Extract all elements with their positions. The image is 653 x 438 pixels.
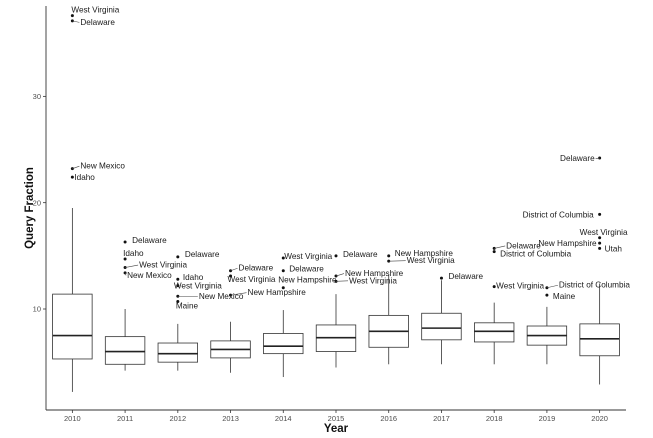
box bbox=[263, 333, 304, 355]
y-tick-label: 20 bbox=[33, 198, 41, 207]
outlier-leader-line bbox=[72, 165, 80, 169]
x-tick-label: 2019 bbox=[539, 414, 556, 423]
outlier-label: Delaware bbox=[506, 241, 541, 250]
x-tick-label: 2017 bbox=[433, 414, 450, 423]
outlier-label: New Hampshire bbox=[278, 276, 337, 285]
boxes bbox=[52, 208, 620, 392]
x-tick-label: 2014 bbox=[275, 414, 292, 423]
outlier-label: Utah bbox=[605, 244, 623, 253]
outlier-point bbox=[123, 240, 127, 244]
outlier-leader-line bbox=[595, 157, 600, 159]
box bbox=[157, 342, 198, 363]
outlier-point bbox=[492, 250, 496, 254]
outlier-label: Delaware bbox=[132, 236, 167, 245]
outlier-point bbox=[176, 284, 180, 288]
outlier-label: West Virginia bbox=[407, 256, 455, 265]
axes: 10 20 30 2010 2011 2012 2013 2014 2015 2016 2017 20… bbox=[33, 6, 626, 423]
outlier-leader-line bbox=[335, 273, 345, 277]
outlier-leader-line bbox=[230, 267, 238, 272]
outlier-label: West Virginia bbox=[71, 6, 119, 15]
outlier-label: New Hampshire bbox=[248, 288, 307, 297]
outlier-label: West Virginia bbox=[349, 276, 397, 285]
outlier-point bbox=[439, 276, 443, 280]
y-tick-label: 10 bbox=[33, 305, 41, 314]
outlier-label: Delaware bbox=[289, 265, 324, 274]
outlier-point bbox=[176, 255, 180, 259]
outlier-label: Delaware bbox=[560, 154, 595, 163]
outlier-label: Maine bbox=[176, 302, 199, 311]
outlier-label: New Mexico bbox=[127, 271, 172, 280]
outlier-label: Maine bbox=[553, 292, 576, 301]
outlier-label: Delaware bbox=[239, 264, 274, 273]
box bbox=[474, 322, 515, 343]
outlier-point bbox=[123, 257, 127, 261]
x-tick-label: 2010 bbox=[64, 414, 81, 423]
box bbox=[579, 323, 620, 357]
x-tick-label: 2018 bbox=[486, 414, 503, 423]
outlier-label: New Hampshire bbox=[395, 249, 454, 258]
outlier-point bbox=[387, 254, 391, 258]
outlier-leader-line bbox=[177, 295, 198, 298]
outlier-labels: West Virginia Delaware New Mexico Idaho Dela… bbox=[71, 6, 630, 311]
outlier-leader-line bbox=[388, 260, 406, 262]
outliers bbox=[70, 14, 602, 304]
outlier-point bbox=[598, 212, 602, 216]
outlier-point bbox=[176, 277, 180, 281]
outlier-label: Idaho bbox=[74, 173, 95, 182]
outlier-point bbox=[598, 241, 602, 245]
outlier-leader-line bbox=[494, 245, 506, 249]
outlier-leader-line bbox=[335, 280, 349, 282]
outlier-point bbox=[176, 300, 180, 304]
outlier-leader-line bbox=[124, 272, 127, 276]
x-tick-label: 2016 bbox=[380, 414, 397, 423]
x-tick-label: 2020 bbox=[591, 414, 608, 423]
x-tick-label: 2013 bbox=[222, 414, 239, 423]
outlier-point bbox=[281, 269, 285, 273]
outlier-point bbox=[229, 274, 233, 278]
outlier-label: District of Columbia bbox=[523, 210, 594, 219]
outlier-label: Idaho bbox=[183, 273, 204, 282]
x-axis-title: Year bbox=[324, 423, 349, 435]
outlier-point bbox=[70, 14, 74, 18]
outlier-label: West Virginia bbox=[174, 282, 222, 291]
box bbox=[421, 312, 462, 341]
y-tick-label: 30 bbox=[33, 92, 41, 101]
outlier-label: West Virginia bbox=[284, 252, 332, 261]
outlier-label: Delaware bbox=[448, 272, 483, 281]
outlier-label: New Hampshire bbox=[538, 239, 597, 248]
outlier-leader-line bbox=[546, 284, 558, 289]
outlier-point bbox=[492, 285, 496, 289]
x-tick-label: 2015 bbox=[328, 414, 345, 423]
outlier-label: West Virginia bbox=[139, 261, 187, 270]
outlier-label: West Virginia bbox=[496, 282, 544, 291]
box bbox=[104, 336, 146, 365]
outlier-label: New Mexico bbox=[80, 162, 125, 171]
outlier-label: Delaware bbox=[343, 250, 378, 259]
box bbox=[52, 293, 93, 360]
outlier-label: District of Columbia bbox=[559, 281, 630, 290]
outlier-leader-line bbox=[230, 292, 247, 296]
outlier-label: New Hampshire bbox=[345, 269, 404, 278]
x-tick-label: 2011 bbox=[117, 414, 133, 423]
outlier-point bbox=[70, 175, 74, 179]
outlier-label: Idaho bbox=[123, 249, 144, 258]
outlier-leader-line bbox=[125, 264, 139, 268]
x-tick-label: 2012 bbox=[169, 414, 186, 423]
outlier-label: Delaware bbox=[80, 18, 115, 27]
outlier-label: West Virginia bbox=[580, 228, 628, 237]
outlier-point bbox=[281, 256, 285, 260]
outlier-leader-line bbox=[72, 20, 80, 23]
y-axis-title: Query Fraction bbox=[24, 167, 36, 249]
outlier-label: Delaware bbox=[185, 250, 220, 259]
outlier-label: New Mexico bbox=[199, 292, 244, 301]
outlier-point bbox=[334, 254, 338, 258]
outlier-point bbox=[598, 246, 602, 250]
outlier-point bbox=[598, 236, 602, 240]
outlier-label: District of Columbia bbox=[500, 250, 571, 259]
outlier-point bbox=[545, 293, 549, 297]
outlier-label: West Virginia bbox=[228, 275, 276, 284]
outlier-point bbox=[281, 286, 285, 290]
